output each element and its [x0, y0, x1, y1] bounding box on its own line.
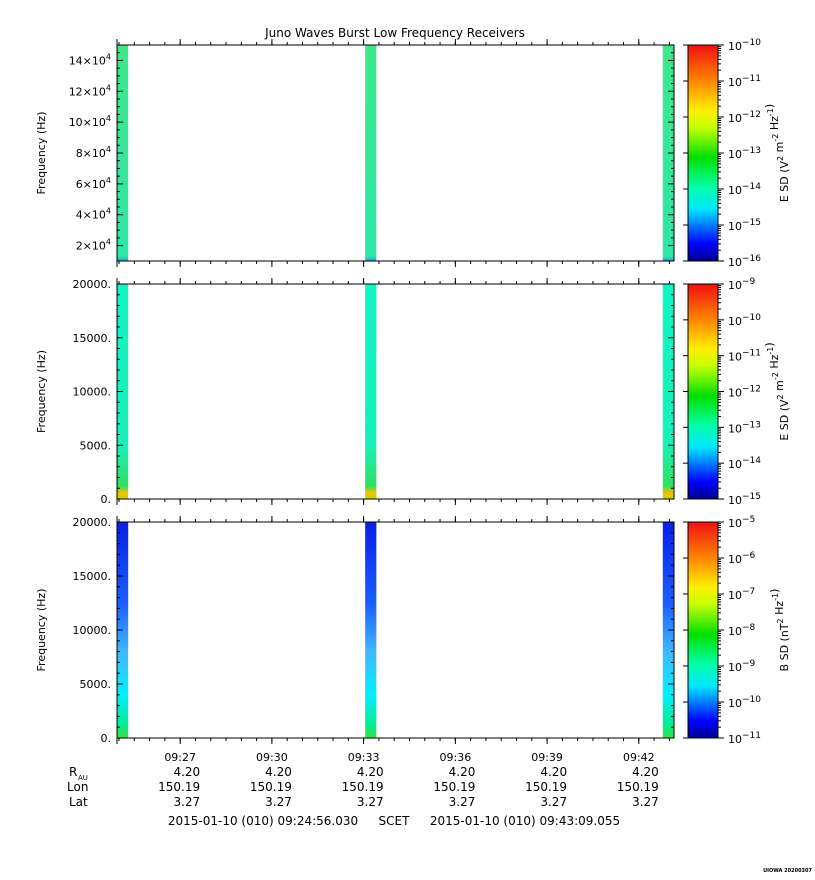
x-tick-label-3: 09:36 [440, 751, 472, 764]
colorbar-tick-label-top-0: 10−16 [728, 254, 761, 269]
colorbar-tick-label-middle-5: 10−10 [728, 313, 761, 328]
ephem-lat-5: 3.27 [632, 795, 659, 809]
colorbar-label-top: E SD (V2 m-2 Hz-1) [763, 104, 791, 202]
ephem-lat-1: 3.27 [265, 795, 292, 809]
ephem-r_au-0: 4.20 [173, 765, 200, 779]
ephem-lat-3: 3.27 [449, 795, 476, 809]
y-axis-label-bottom: Frequency (Hz) [35, 589, 48, 672]
ephem-lon-5: 150.19 [617, 780, 659, 794]
spectrogram-column-bottom-2 [365, 522, 377, 738]
panels: 2×104 4×104 6×104 8×104 10×104 12×104 14×104 Fr… [35, 38, 791, 746]
colorbar-tick-label-bottom-2: 10−9 [728, 659, 756, 674]
ephem-label-lat: Lat [69, 795, 88, 809]
y-tick-label-top-0: 2×104 [76, 238, 111, 253]
ephem-lat-2: 3.27 [357, 795, 384, 809]
y-tick-label-bottom-0: 0. [101, 732, 112, 745]
ephem-label-lon: Lon [67, 780, 88, 794]
ephem-r_au-5: 4.20 [632, 765, 659, 779]
time-end: 2015-01-10 (010) 09:43:09.055 [430, 814, 620, 828]
ephem-lon-4: 150.19 [525, 780, 567, 794]
x-tick-labels: 09:27 09:30 09:33 09:36 09:39 09:42 [164, 751, 654, 764]
colorbar-top [687, 44, 719, 262]
colorbar-tick-label-top-4: 10−12 [728, 110, 761, 125]
colorbar-tick-label-bottom-3: 10−8 [728, 623, 756, 638]
y-tick-label-middle-4: 20000. [73, 278, 112, 291]
colorbar-label-bottom: B SD (nT2 Hz-1) [768, 589, 791, 672]
x-tick-label-1: 09:30 [256, 751, 288, 764]
y-tick-label-top-5: 12×104 [69, 83, 111, 98]
colorbar-tick-label-middle-3: 10−12 [728, 385, 761, 400]
y-tick-label-middle-0: 0. [101, 493, 112, 506]
colorbar-tick-label-bottom-1: 10−10 [728, 695, 761, 710]
ephem-r_au-2: 4.20 [357, 765, 384, 779]
scet-label: SCET [379, 814, 411, 828]
y-tick-label-top-2: 6×104 [76, 176, 111, 191]
plot-frame-top [116, 44, 675, 262]
ephem-label-r-sub: AU [78, 774, 88, 782]
y-axis-label-middle: Frequency (Hz) [35, 350, 48, 433]
panel-top: 2×104 4×104 6×104 8×104 10×104 12×104 14×104 Fr… [35, 38, 791, 269]
panel-middle: 0. 5000. 10000. 15000. 20000. Frequency (Hz) 1… [35, 277, 791, 507]
y-tick-label-bottom-1: 5000. [80, 678, 112, 691]
colorbar-tick-label-bottom-4: 10−7 [728, 587, 755, 602]
ephemeris-row-labels: R AU Lon Lat [67, 765, 88, 809]
y-tick-label-top-3: 8×104 [76, 145, 111, 160]
colorbar-tick-label-middle-0: 10−15 [728, 492, 761, 507]
figure-title: Juno Waves Burst Low Frequency Receivers [264, 26, 525, 40]
ephem-lon-0: 150.19 [158, 780, 200, 794]
y-tick-label-bottom-2: 10000. [73, 624, 112, 637]
time-start: 2015-01-10 (010) 09:24:56.030 [168, 814, 358, 828]
version-stamp: UIOWA 20200307 [763, 868, 812, 874]
colorbar-tick-label-bottom-5: 10−6 [728, 551, 756, 566]
colorbar-label-middle: E SD (V2 m-2 Hz-1) [763, 342, 791, 440]
panel-bottom: 0. 5000. 10000. 15000. 20000. Frequency (Hz) 1… [35, 515, 791, 746]
ephem-lat-4: 3.27 [540, 795, 567, 809]
colorbar-tick-label-top-2: 10−14 [728, 182, 761, 197]
y-tick-label-middle-2: 10000. [73, 386, 112, 399]
ephem-lat-0: 3.27 [173, 795, 200, 809]
y-tick-label-top-1: 4×104 [76, 207, 111, 222]
colorbar-tick-label-top-6: 10−10 [728, 38, 761, 53]
x-tick-label-4: 09:39 [531, 751, 563, 764]
spectrogram-column-top-2 [365, 45, 377, 261]
y-tick-label-middle-1: 5000. [80, 439, 112, 452]
ephem-label-r: R [69, 765, 77, 779]
y-tick-label-top-6: 14×104 [69, 52, 111, 67]
colorbar-bottom [687, 521, 719, 739]
colorbar-tick-label-bottom-0: 10−11 [728, 731, 761, 746]
colorbar-tick-label-middle-1: 10−14 [728, 456, 761, 471]
ephem-lon-3: 150.19 [433, 780, 475, 794]
plot-frame-bottom [116, 521, 675, 739]
colorbar-tick-label-middle-6: 10−9 [728, 277, 756, 292]
ephem-lon-1: 150.19 [250, 780, 292, 794]
ephem-lon-2: 150.19 [342, 780, 384, 794]
colorbar-middle [687, 283, 719, 500]
spectrogram-column-middle-2 [365, 284, 377, 499]
y-tick-label-middle-3: 15000. [73, 332, 112, 345]
ephem-r_au-1: 4.20 [265, 765, 292, 779]
colorbar-tick-label-top-3: 10−13 [728, 146, 761, 161]
colorbar-tick-label-middle-4: 10−11 [728, 349, 761, 364]
plot-frame-middle [116, 283, 675, 500]
ephem-r_au-3: 4.20 [449, 765, 476, 779]
colorbar-tick-label-middle-2: 10−13 [728, 420, 761, 435]
y-axis-label-top: Frequency (Hz) [35, 112, 48, 195]
ephem-r_au-4: 4.20 [540, 765, 567, 779]
colorbar-tick-label-bottom-6: 10−5 [728, 515, 755, 530]
y-tick-label-top-4: 10×104 [69, 114, 111, 129]
colorbar-tick-label-top-1: 10−15 [728, 218, 761, 233]
y-tick-label-bottom-3: 15000. [73, 570, 112, 583]
x-tick-label-0: 09:27 [164, 751, 196, 764]
x-tick-label-2: 09:33 [348, 751, 380, 764]
x-tick-label-5: 09:42 [623, 751, 655, 764]
colorbar-tick-label-top-5: 10−11 [728, 74, 761, 89]
y-tick-label-bottom-4: 20000. [73, 516, 112, 529]
